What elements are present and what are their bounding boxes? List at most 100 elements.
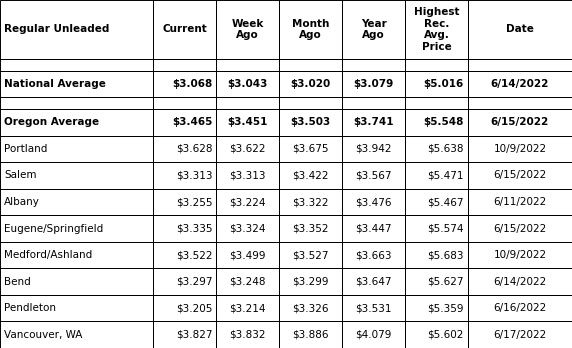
Bar — [342, 0, 405, 59]
Text: Bend: Bend — [4, 277, 31, 287]
Bar — [216, 59, 279, 71]
Text: Salem: Salem — [4, 171, 37, 181]
Text: $3.313: $3.313 — [176, 171, 212, 181]
Text: $3.224: $3.224 — [229, 197, 266, 207]
Bar — [342, 136, 405, 162]
Bar — [405, 295, 468, 322]
Text: $5.548: $5.548 — [423, 117, 464, 127]
Bar — [405, 71, 468, 97]
Bar — [0, 71, 153, 97]
Text: 6/16/2022: 6/16/2022 — [493, 303, 547, 313]
Bar — [468, 71, 572, 97]
Text: $3.205: $3.205 — [176, 303, 212, 313]
Bar — [342, 109, 405, 136]
Text: $3.499: $3.499 — [229, 250, 266, 260]
Bar — [0, 59, 153, 71]
Bar — [153, 97, 216, 109]
Bar — [216, 322, 279, 348]
Bar — [216, 97, 279, 109]
Bar — [279, 97, 342, 109]
Bar — [216, 189, 279, 215]
Bar — [0, 97, 153, 109]
Text: Medford/Ashland: Medford/Ashland — [4, 250, 92, 260]
Bar — [342, 71, 405, 97]
Bar — [468, 189, 572, 215]
Bar — [0, 295, 153, 322]
Bar — [0, 322, 153, 348]
Bar — [0, 268, 153, 295]
Bar — [279, 97, 342, 109]
Bar — [405, 268, 468, 295]
Bar — [0, 189, 153, 215]
Bar — [216, 322, 279, 348]
Text: $3.647: $3.647 — [355, 277, 392, 287]
Bar — [405, 0, 468, 59]
Bar — [279, 59, 342, 71]
Bar — [405, 59, 468, 71]
Text: $3.886: $3.886 — [292, 330, 329, 340]
Bar — [153, 109, 216, 136]
Bar — [153, 162, 216, 189]
Bar — [153, 71, 216, 97]
Bar — [342, 189, 405, 215]
Text: $3.522: $3.522 — [176, 250, 212, 260]
Text: $3.832: $3.832 — [229, 330, 266, 340]
Text: Eugene/Springfield: Eugene/Springfield — [4, 223, 104, 234]
Text: 6/14/2022: 6/14/2022 — [493, 277, 547, 287]
Text: $3.313: $3.313 — [229, 171, 266, 181]
Text: 10/9/2022: 10/9/2022 — [494, 250, 546, 260]
Bar — [279, 215, 342, 242]
Bar — [279, 162, 342, 189]
Text: $5.638: $5.638 — [427, 144, 464, 154]
Bar — [279, 189, 342, 215]
Bar — [468, 109, 572, 136]
Text: Year
Ago: Year Ago — [360, 19, 387, 40]
Bar — [405, 162, 468, 189]
Bar — [216, 71, 279, 97]
Bar — [342, 0, 405, 59]
Text: Month
Ago: Month Ago — [292, 19, 329, 40]
Bar — [279, 295, 342, 322]
Bar — [468, 71, 572, 97]
Bar — [405, 97, 468, 109]
Text: $3.567: $3.567 — [355, 171, 392, 181]
Bar — [0, 215, 153, 242]
Bar — [342, 322, 405, 348]
Bar — [153, 295, 216, 322]
Bar — [468, 136, 572, 162]
Bar — [405, 215, 468, 242]
Bar — [0, 71, 153, 97]
Bar — [405, 242, 468, 268]
Text: Oregon Average: Oregon Average — [4, 117, 99, 127]
Text: Current: Current — [162, 24, 207, 34]
Text: 10/9/2022: 10/9/2022 — [494, 144, 546, 154]
Bar — [0, 136, 153, 162]
Text: Pendleton: Pendleton — [4, 303, 56, 313]
Text: $3.322: $3.322 — [292, 197, 329, 207]
Bar — [405, 215, 468, 242]
Bar — [342, 136, 405, 162]
Bar — [216, 97, 279, 109]
Bar — [216, 189, 279, 215]
Bar — [468, 59, 572, 71]
Bar — [153, 322, 216, 348]
Text: 6/15/2022: 6/15/2022 — [493, 171, 547, 181]
Bar — [153, 136, 216, 162]
Bar — [216, 109, 279, 136]
Text: $3.827: $3.827 — [176, 330, 212, 340]
Bar — [0, 322, 153, 348]
Bar — [153, 162, 216, 189]
Bar — [342, 162, 405, 189]
Text: 6/15/2022: 6/15/2022 — [491, 117, 549, 127]
Text: $5.627: $5.627 — [427, 277, 464, 287]
Bar — [279, 162, 342, 189]
Text: $3.248: $3.248 — [229, 277, 266, 287]
Bar — [0, 136, 153, 162]
Bar — [279, 71, 342, 97]
Bar — [279, 136, 342, 162]
Text: $3.451: $3.451 — [228, 117, 268, 127]
Text: $3.741: $3.741 — [353, 117, 394, 127]
Bar — [405, 322, 468, 348]
Bar — [279, 0, 342, 59]
Text: $3.352: $3.352 — [292, 223, 329, 234]
